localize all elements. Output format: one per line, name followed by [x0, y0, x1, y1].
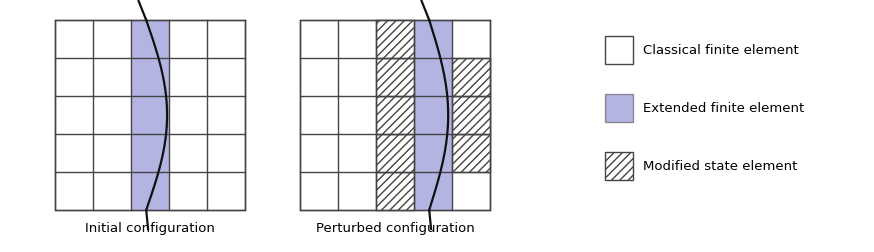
Bar	[452, 134, 490, 172]
Text: Perturbed configuration: Perturbed configuration	[316, 222, 475, 235]
Bar	[376, 96, 414, 134]
Bar	[131, 134, 169, 172]
Bar	[414, 58, 452, 96]
Bar	[414, 172, 452, 210]
Bar	[376, 58, 414, 96]
Bar	[414, 96, 452, 134]
Bar	[55, 20, 245, 210]
Bar	[452, 96, 490, 134]
Bar	[131, 58, 169, 96]
Bar	[300, 20, 490, 210]
Text: Initial configuration: Initial configuration	[85, 222, 215, 235]
Text: Extended finite element: Extended finite element	[643, 102, 804, 114]
Bar	[414, 134, 452, 172]
Text: Modified state element: Modified state element	[643, 160, 797, 173]
Bar	[376, 172, 414, 210]
Bar	[131, 172, 169, 210]
Bar	[452, 58, 490, 96]
Bar	[605, 36, 633, 64]
Bar	[131, 96, 169, 134]
Bar	[131, 20, 169, 58]
Bar	[605, 152, 633, 180]
Text: Classical finite element: Classical finite element	[643, 44, 799, 56]
Bar	[605, 94, 633, 122]
Bar	[376, 20, 414, 58]
Bar	[414, 20, 452, 58]
Bar	[376, 134, 414, 172]
